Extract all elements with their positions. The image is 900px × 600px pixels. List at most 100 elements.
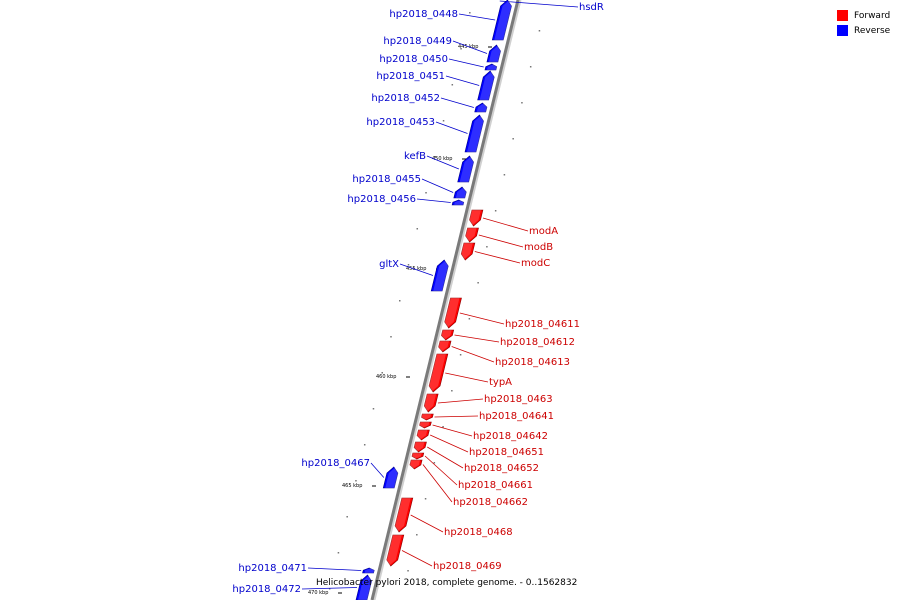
backbone xyxy=(370,0,520,600)
gene-label[interactable]: hp2018_04661 xyxy=(458,480,533,491)
gene-label[interactable]: hp2018_0467 xyxy=(301,458,370,469)
gene-arrow[interactable] xyxy=(465,227,479,243)
gene-modc[interactable]: modC xyxy=(459,242,550,269)
gene-arrow[interactable] xyxy=(464,114,484,153)
gene-hp2018-0455[interactable]: hp2018_0455 xyxy=(352,174,469,199)
gene-leader-line xyxy=(427,446,464,469)
gene-hp2018-0448[interactable]: hp2018_0448 xyxy=(389,0,514,41)
gene-label[interactable]: hp2018_0471 xyxy=(238,563,307,574)
gene-label[interactable]: hp2018_0450 xyxy=(379,54,448,65)
gene-arrow[interactable] xyxy=(394,497,414,533)
gene-arrow[interactable] xyxy=(362,567,375,574)
gene-label[interactable]: hp2018_04613 xyxy=(495,357,570,368)
minor-tick xyxy=(529,66,532,68)
gene-hp2018-0469[interactable]: hp2018_0469 xyxy=(384,534,502,572)
gene-hp2018-0451[interactable]: hp2018_0451 xyxy=(376,70,497,101)
gene-hp2018-0450[interactable]: hp2018_0450 xyxy=(379,54,499,71)
gene-hsdr[interactable]: hsdR xyxy=(499,0,604,13)
gene-hp2018-04651[interactable]: hp2018_04651 xyxy=(415,429,544,458)
gene-hp2018-04613[interactable]: hp2018_04613 xyxy=(436,340,570,368)
gene-arrow[interactable] xyxy=(460,242,476,261)
gene-hp2018-04642[interactable]: hp2018_04642 xyxy=(417,421,548,442)
gene-hp2018-0471[interactable]: hp2018_0471 xyxy=(238,563,377,574)
gene-hp2018-04661[interactable]: hp2018_04661 xyxy=(409,452,533,491)
gene-label[interactable]: modB xyxy=(524,242,553,253)
gene-leader-line xyxy=(422,464,453,503)
gene-arrow[interactable] xyxy=(453,186,467,199)
gene-label[interactable]: hp2018_04611 xyxy=(505,319,580,330)
gene-label[interactable]: hp2018_0463 xyxy=(484,394,553,405)
gene-arrow-highlight xyxy=(467,115,486,152)
gene-label[interactable]: hp2018_0455 xyxy=(352,174,421,185)
gene-arrow[interactable] xyxy=(413,441,427,453)
gene-hp2018-0468[interactable]: hp2018_0468 xyxy=(393,497,513,538)
gene-arrow[interactable] xyxy=(409,459,423,470)
gene-hp2018-04611[interactable]: hp2018_04611 xyxy=(442,297,580,330)
gene-leader-line xyxy=(435,121,468,134)
gene-hp2018-0463[interactable]: hp2018_0463 xyxy=(422,393,553,413)
map-caption: Helicobacter pylori 2018, complete genom… xyxy=(316,578,578,588)
gene-arrow[interactable] xyxy=(355,574,372,600)
gene-arrow[interactable] xyxy=(419,421,432,429)
gene-label[interactable]: hp2018_0453 xyxy=(366,117,435,128)
gene-moda[interactable]: modA xyxy=(467,209,558,237)
gene-label[interactable]: hp2018_04651 xyxy=(469,447,544,458)
gene-label[interactable]: hp2018_0472 xyxy=(232,584,301,595)
gene-label[interactable]: hp2018_04652 xyxy=(464,463,539,474)
gene-label[interactable]: hp2018_0449 xyxy=(383,36,452,47)
gene-label[interactable]: hp2018_04662 xyxy=(453,497,528,508)
gene-arrow[interactable] xyxy=(474,102,488,113)
gene-arrow[interactable] xyxy=(484,63,498,71)
minor-tick xyxy=(451,84,454,86)
gene-arrow[interactable] xyxy=(428,353,449,393)
gene-label[interactable]: modA xyxy=(529,226,558,237)
gene-label[interactable]: gltX xyxy=(379,259,399,270)
gene-label[interactable]: hp2018_04612 xyxy=(500,337,575,348)
gene-arrow[interactable] xyxy=(423,393,439,413)
gene-arrow[interactable] xyxy=(386,534,405,567)
gene-arrow[interactable] xyxy=(411,452,425,460)
gene-arrow[interactable] xyxy=(430,259,449,292)
gene-kefb[interactable]: kefB xyxy=(404,151,476,183)
gene-hp2018-0472[interactable]: hp2018_0472 xyxy=(232,574,374,600)
gene-label[interactable]: hp2018_0452 xyxy=(371,93,440,104)
gene-hp2018-04612[interactable]: hp2018_04612 xyxy=(439,329,575,348)
gene-label[interactable]: hsdR xyxy=(579,2,604,13)
gene-label[interactable]: modC xyxy=(521,258,550,269)
gene-arrow[interactable] xyxy=(441,329,455,341)
gene-gltx[interactable]: gltX xyxy=(379,259,451,292)
gene-label[interactable]: hp2018_04642 xyxy=(473,431,548,442)
gene-arrow[interactable] xyxy=(477,70,495,101)
gene-arrow[interactable] xyxy=(451,199,465,206)
gene-hp2018-0456[interactable]: hp2018_0456 xyxy=(347,194,466,206)
gene-label[interactable]: hp2018_0448 xyxy=(389,9,458,20)
gene-typa[interactable]: typA xyxy=(427,353,512,393)
gene-arrow[interactable] xyxy=(469,209,484,227)
gene-leader-line xyxy=(307,567,362,571)
gene-hp2018-0453[interactable]: hp2018_0453 xyxy=(366,114,486,153)
gene-arrow[interactable] xyxy=(457,155,474,183)
gene-arrow[interactable] xyxy=(444,297,462,329)
gene-hp2018-04641[interactable]: hp2018_04641 xyxy=(419,411,554,422)
gene-arrow[interactable] xyxy=(421,413,434,421)
minor-tick xyxy=(424,498,427,500)
gene-arrow[interactable] xyxy=(416,429,430,441)
gene-label[interactable]: hp2018_0469 xyxy=(433,561,502,572)
gene-hp2018-04662[interactable]: hp2018_04662 xyxy=(407,459,528,508)
gene-label[interactable]: hp2018_0456 xyxy=(347,194,416,205)
gene-hp2018-0467[interactable]: hp2018_0467 xyxy=(301,458,400,489)
gene-arrow[interactable] xyxy=(382,466,399,489)
gene-label[interactable]: hp2018_04641 xyxy=(479,411,554,422)
gene-label[interactable]: hp2018_0451 xyxy=(376,71,445,82)
gene-hp2018-0452[interactable]: hp2018_0452 xyxy=(371,93,489,113)
gene-label[interactable]: typA xyxy=(489,377,512,388)
gene-hp2018-04652[interactable]: hp2018_04652 xyxy=(412,441,539,474)
gene-arrow[interactable] xyxy=(491,0,512,41)
gene-label[interactable]: kefB xyxy=(404,151,426,162)
gene-modb[interactable]: modB xyxy=(463,227,554,253)
gene-arrow[interactable] xyxy=(486,44,501,63)
gene-arrow[interactable] xyxy=(438,340,452,353)
gene-hp2018-0449[interactable]: hp2018_0449 xyxy=(383,36,503,63)
gene-label[interactable]: hp2018_0468 xyxy=(444,527,513,538)
gene-arrow-highlight xyxy=(422,394,437,412)
